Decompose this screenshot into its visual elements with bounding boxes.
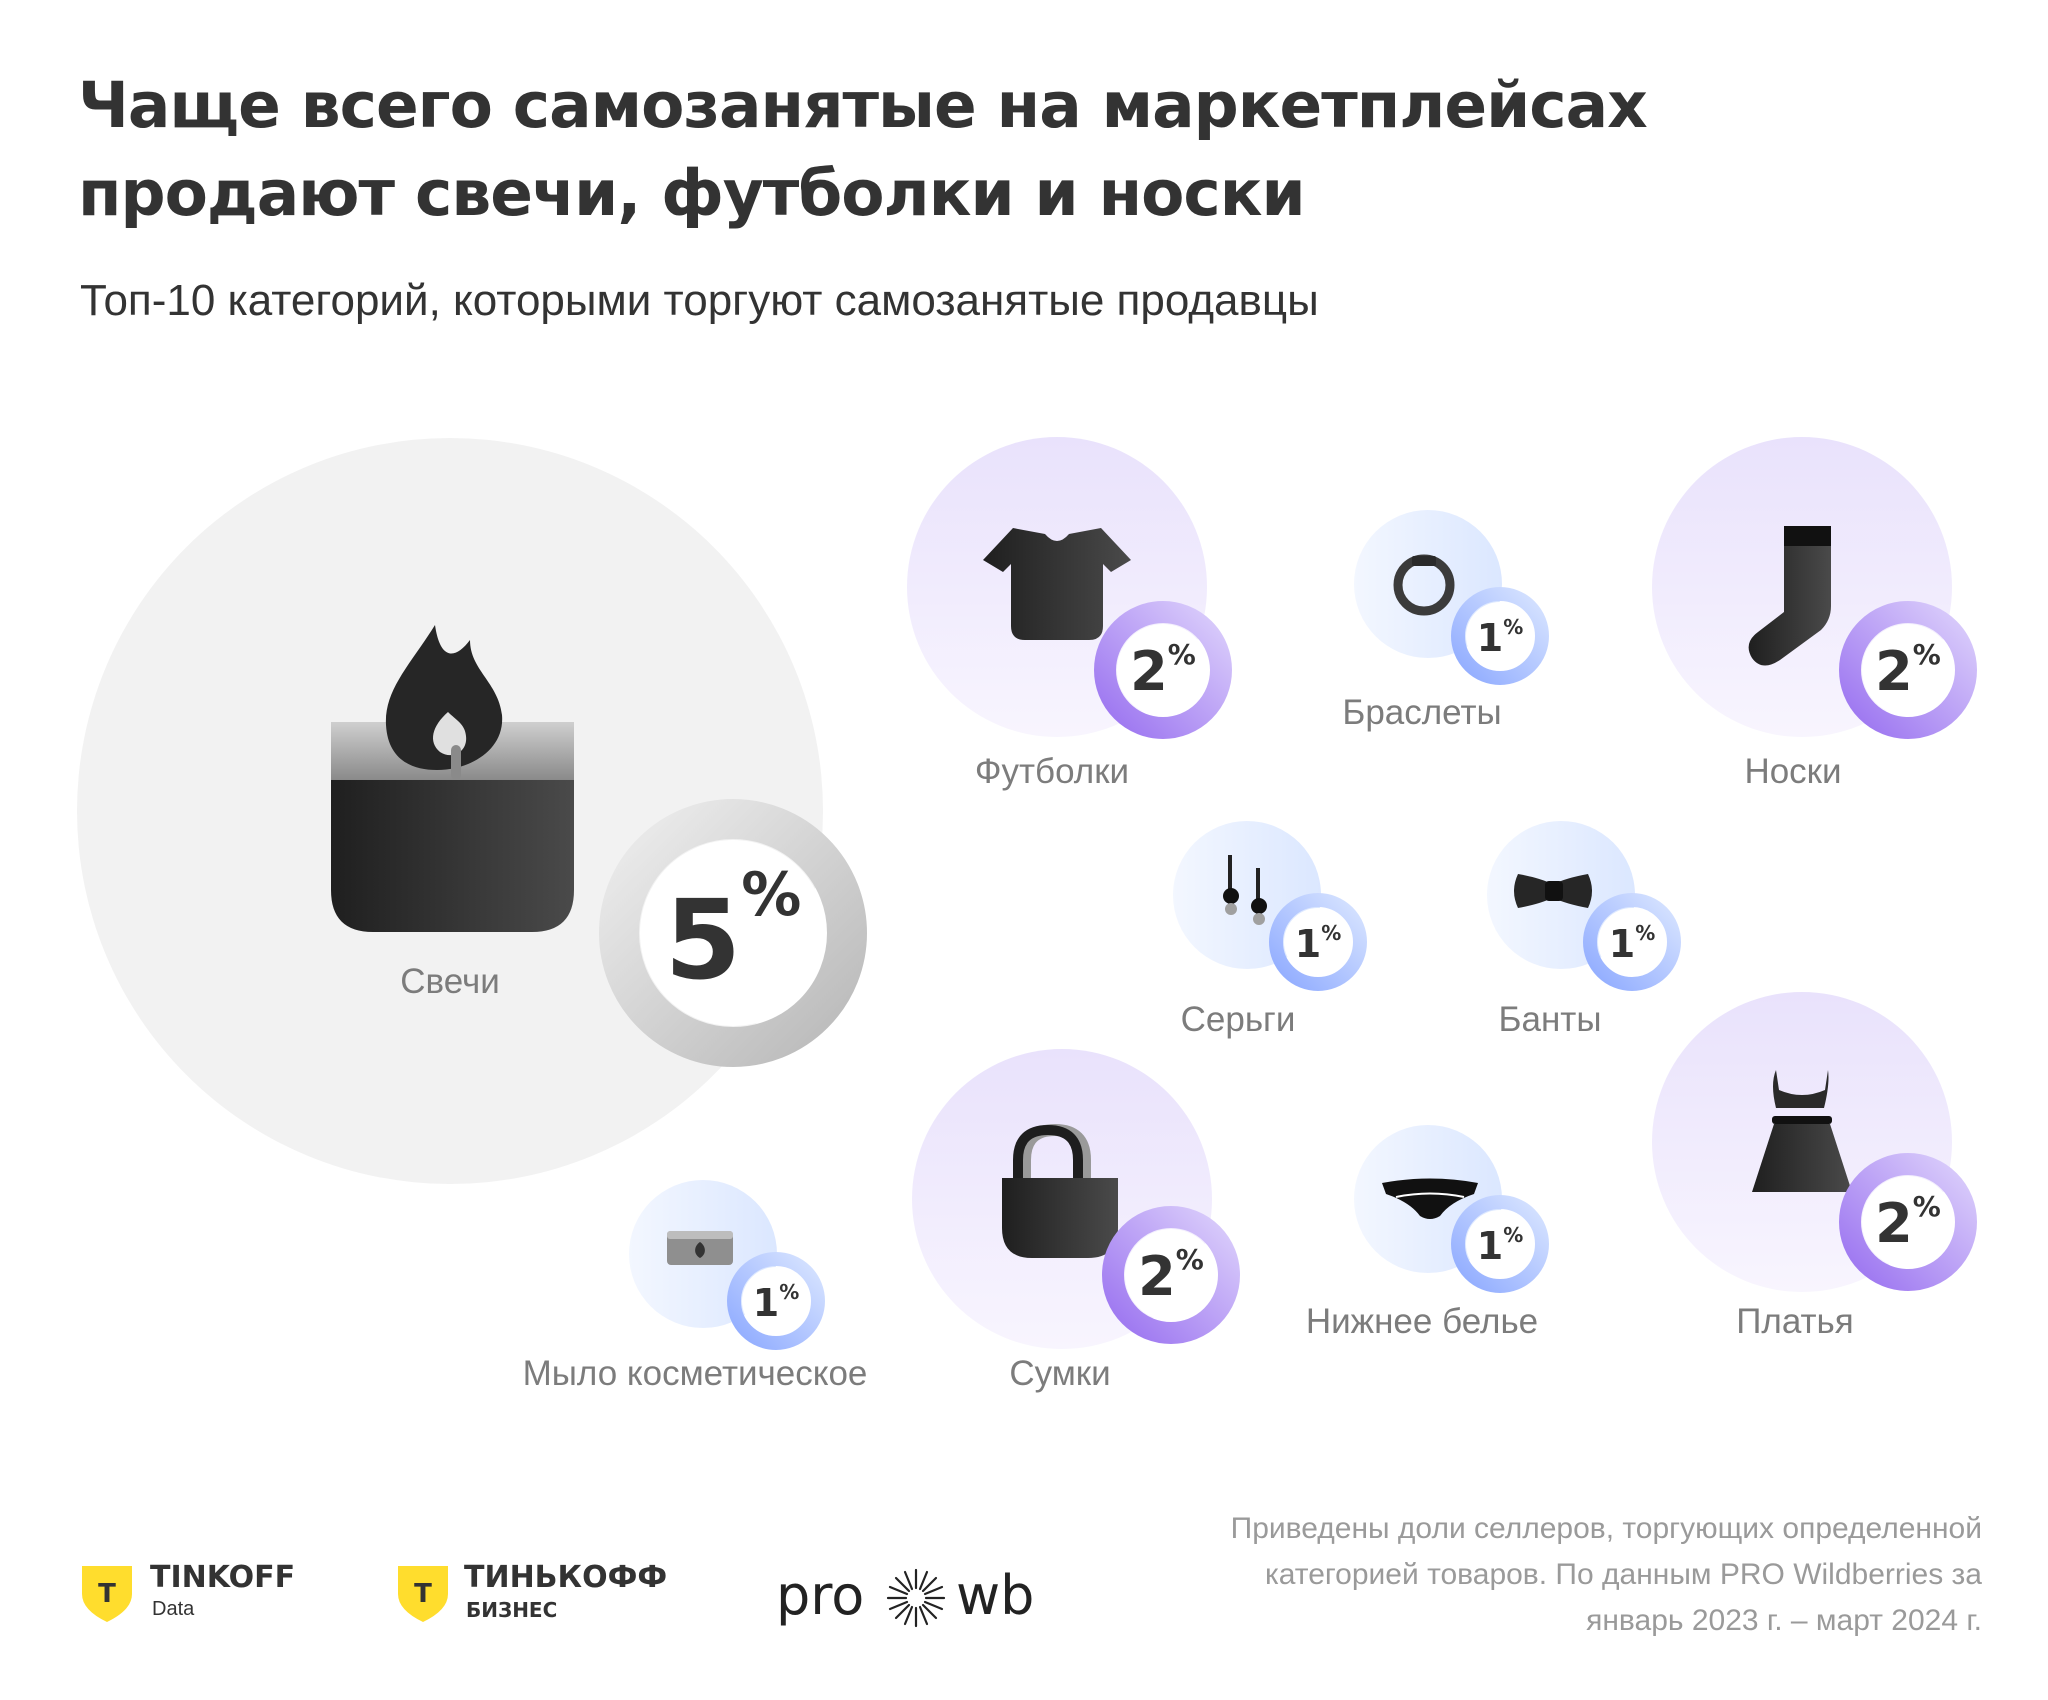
value-label-banty: 1% [1608, 922, 1656, 966]
value-number: 2 [1875, 640, 1913, 703]
footnote: Приведены доли селлеров, торгующих опред… [1230, 1512, 1982, 1637]
category-label-banty: Банты [1498, 1000, 1602, 1039]
value-unit: % [1503, 615, 1524, 639]
category-label-noski: Носки [1744, 752, 1842, 791]
value-number: 1 [1476, 1224, 1504, 1268]
value-number: 2 [1875, 1192, 1913, 1255]
logo-sub: БИЗНЕС [466, 1598, 558, 1622]
value-number: 2 [1138, 1245, 1176, 1308]
candle-icon [331, 625, 574, 932]
shield-letter: T [414, 1579, 432, 1609]
category-label-bele: Нижнее белье [1305, 1302, 1539, 1341]
value-unit: % [1503, 1223, 1524, 1247]
value-ring-braslety [1451, 587, 1549, 685]
value-label-bele: 1% [1476, 1224, 1524, 1268]
value-label-noski: 2% [1875, 641, 1941, 699]
value-ring-banty [1583, 893, 1681, 991]
value-number: 1 [1294, 922, 1322, 966]
value-ring-platya [1839, 1153, 1977, 1291]
dress-icon [1752, 1070, 1852, 1192]
value-ring-sergi [1269, 893, 1367, 991]
value-unit: % [1167, 638, 1196, 671]
value-unit: % [1321, 921, 1342, 945]
prowb-left: pro [776, 1564, 865, 1627]
value-label-platya: 2% [1875, 1193, 1941, 1251]
value-label-sergi: 1% [1294, 922, 1342, 966]
value-unit: % [1912, 1190, 1941, 1223]
chart-title: Чаще всего самозанятые на маркетплейсах … [78, 69, 1648, 230]
category-label-sergi: Серьги [1180, 1000, 1296, 1039]
logo-word: TINKOFF [150, 1560, 296, 1595]
tshirt-icon [983, 528, 1131, 640]
value-number: 1 [1476, 616, 1504, 660]
value-ring-futbolki [1094, 601, 1232, 739]
value-unit: % [1175, 1243, 1204, 1276]
value-label-svechi: 5% [665, 865, 802, 995]
category-label-mylo: Мыло косметическое [522, 1354, 868, 1393]
value-unit: % [1912, 638, 1941, 671]
value-unit: % [741, 860, 802, 930]
tinkoff-shield-icon: T [82, 1566, 132, 1622]
logo-word: ТИНЬКОФФ [464, 1560, 668, 1595]
category-label-svechi: Свечи [400, 962, 500, 1001]
shield-letter: T [98, 1579, 116, 1609]
prowb-right: wb [956, 1564, 1035, 1627]
logo-sub: Data [152, 1598, 195, 1620]
category-label-braslety: Браслеты [1342, 693, 1502, 732]
sunburst-icon [886, 1568, 946, 1628]
value-ring-bele [1451, 1195, 1549, 1293]
value-ring-sumki [1102, 1206, 1240, 1344]
value-ring-noski [1839, 601, 1977, 739]
value-label-braslety: 1% [1476, 616, 1524, 660]
soap-icon [667, 1231, 733, 1265]
bracelet-icon [1393, 554, 1455, 616]
category-label-futbolki: Футболки [974, 752, 1130, 791]
underwear-icon [1382, 1178, 1478, 1219]
chart-subtitle: Топ-10 категорий, которыми торгуют самоз… [80, 276, 1319, 325]
sock-icon [1748, 526, 1831, 666]
value-unit: % [779, 1280, 800, 1304]
value-number: 5 [664, 876, 742, 1004]
value-label-sumki: 2% [1138, 1246, 1204, 1304]
value-number: 2 [1130, 640, 1168, 703]
value-number: 1 [1608, 922, 1636, 966]
category-label-platya: Платья [1736, 1302, 1854, 1341]
value-unit: % [1635, 921, 1656, 945]
value-label-futbolki: 2% [1130, 641, 1196, 699]
value-ring-mylo [727, 1252, 825, 1350]
value-number: 1 [752, 1281, 780, 1325]
value-label-mylo: 1% [752, 1281, 800, 1325]
value-ring-svechi [599, 799, 867, 1067]
bag-icon [1002, 1123, 1118, 1258]
earrings-icon [1223, 855, 1267, 925]
tinkoff-shield-icon: T [398, 1566, 448, 1622]
bow-icon [1514, 874, 1592, 908]
category-label-sumki: Сумки [1009, 1354, 1111, 1393]
